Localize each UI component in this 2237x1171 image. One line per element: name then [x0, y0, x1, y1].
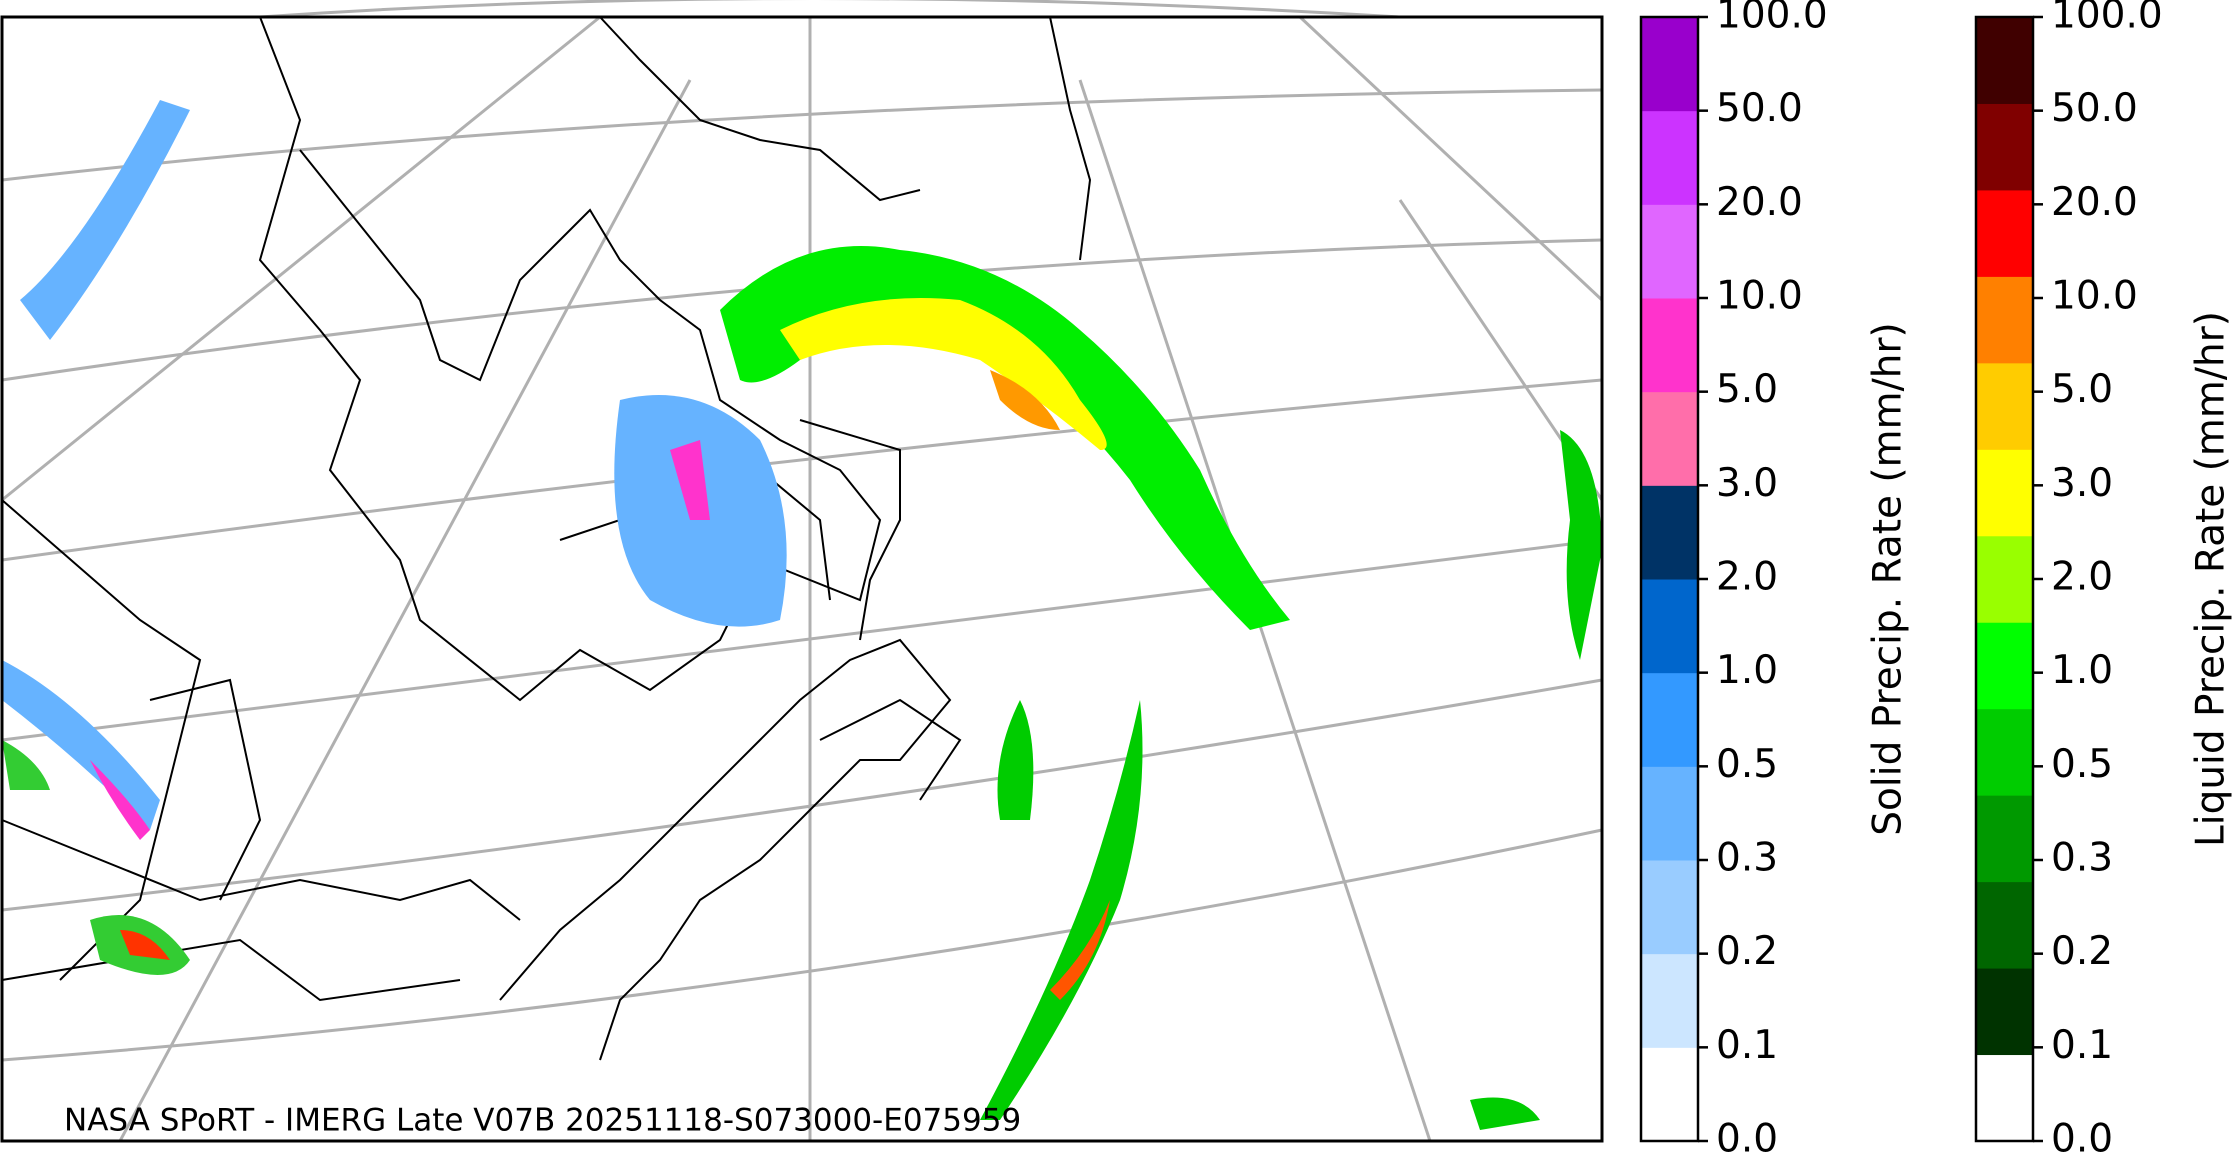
color-bin — [1976, 622, 2033, 710]
tick-label: 50.0 — [2051, 86, 2138, 131]
color-bin — [1641, 391, 1698, 486]
tick-label: 5.0 — [1716, 367, 1778, 412]
color-bin — [1641, 579, 1698, 674]
colorbar: 0.0 0.1 0.2 0.3 0.5 1.0 2.0 3.0 5.0 10.0 20.0 50.0 1… — [1974, 0, 2234, 1162]
tick-label: 0.3 — [1716, 836, 1778, 881]
tick-label: 2.0 — [2051, 555, 2113, 600]
tick-label: 0.1 — [2051, 1023, 2113, 1068]
tick-label: 0.5 — [2051, 742, 2113, 787]
color-bin — [1641, 766, 1698, 861]
map-background — [2, 17, 1602, 1141]
color-bin — [1641, 953, 1698, 1048]
tick-label: 50.0 — [1716, 86, 1803, 131]
color-bin — [1641, 485, 1698, 580]
color-bin — [1976, 17, 2033, 104]
tick-label: 20.0 — [1716, 180, 1803, 225]
color-bin — [1641, 298, 1698, 393]
tick-label: 0.2 — [1716, 929, 1778, 974]
color-bin — [1976, 362, 2033, 450]
tick-label: 0.0 — [2051, 1117, 2113, 1162]
color-bin — [1976, 708, 2033, 796]
colorbar-label: Liquid Precip. Rate (mm/hr) — [2189, 311, 2234, 847]
tick-label: 10.0 — [2051, 274, 2138, 319]
color-bin — [1976, 535, 2033, 623]
tick-label: 5.0 — [2051, 367, 2113, 412]
color-bin — [1976, 1054, 2033, 1142]
color-bin — [1641, 672, 1698, 767]
tick-label: 20.0 — [2051, 180, 2138, 225]
tick-label: 1.0 — [1716, 648, 1778, 693]
colorbar: 0.0 0.1 0.2 0.3 0.5 1.0 2.0 3.0 5.0 10.0 20.0 50.0 1… — [1639, 0, 1911, 1162]
map-frame — [0, 15, 1604, 1143]
tick-label: 0.5 — [1716, 742, 1778, 787]
color-bin — [1641, 204, 1698, 299]
color-bin — [1976, 189, 2033, 277]
color-bin — [1976, 795, 2033, 883]
tick-label: 0.2 — [2051, 929, 2113, 974]
colorbar-label: Solid Precip. Rate (mm/hr) — [1866, 322, 1911, 835]
tick-label: 0.0 — [1716, 1117, 1778, 1162]
colorbars: 0.0 0.1 0.2 0.3 0.5 1.0 2.0 3.0 5.0 10.0 20.0 50.0 1… — [1639, 0, 2234, 1162]
color-bin — [1976, 449, 2033, 537]
color-bin — [1976, 881, 2033, 969]
tick-label: 2.0 — [1716, 555, 1778, 600]
tick-label: 0.3 — [2051, 836, 2113, 881]
color-bin — [1641, 17, 1698, 112]
tick-label: 100.0 — [1716, 0, 1828, 38]
map: NASA SPoRT - IMERG Late V07B 20251118-S0… — [0, 0, 1604, 1143]
color-bin — [1976, 276, 2033, 364]
color-bin — [1641, 110, 1698, 205]
tick-label: 1.0 — [2051, 648, 2113, 693]
precipitation — [2, 100, 1602, 1130]
tick-label: 0.1 — [1716, 1023, 1778, 1068]
tick-label: 100.0 — [2051, 0, 2163, 38]
tick-label: 3.0 — [1716, 461, 1778, 506]
color-bin — [1976, 103, 2033, 191]
color-bin — [1641, 1047, 1698, 1142]
map-credit: NASA SPoRT - IMERG Late V07B 20251118-S0… — [64, 1103, 1021, 1139]
tick-label: 3.0 — [2051, 461, 2113, 506]
color-bin — [1976, 968, 2033, 1056]
tick-label: 10.0 — [1716, 274, 1803, 319]
color-bin — [1641, 860, 1698, 955]
